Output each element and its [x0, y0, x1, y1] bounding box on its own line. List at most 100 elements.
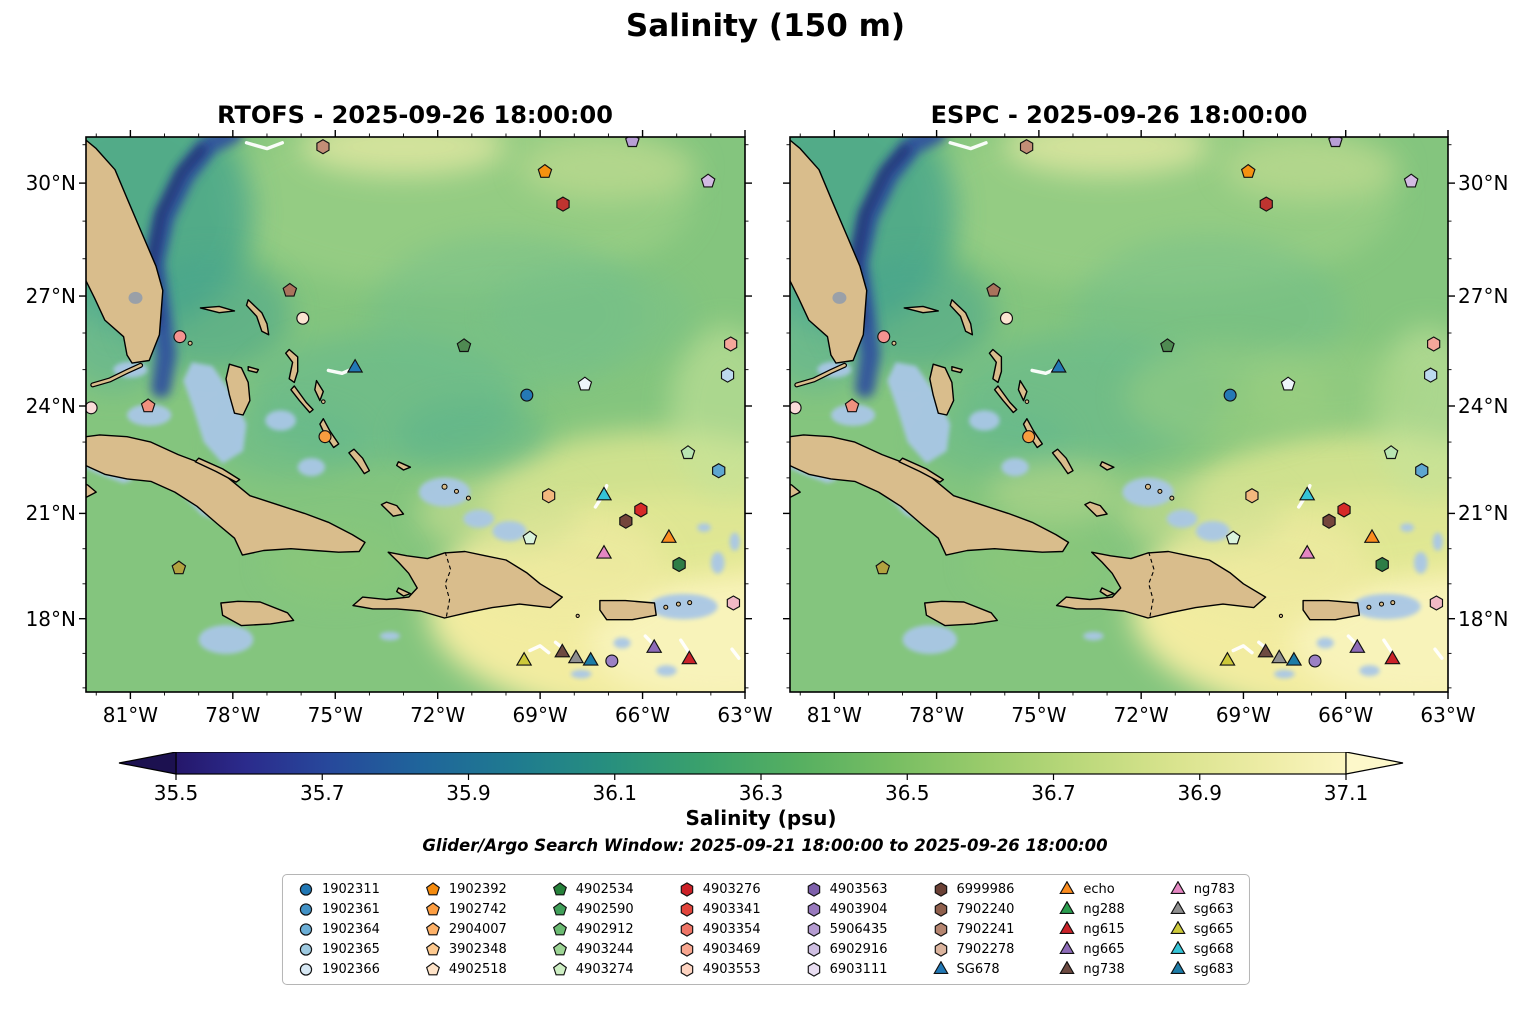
legend-entry: 6903111	[805, 959, 888, 979]
lon-tick-label: 75°W	[307, 703, 363, 727]
shallow-bank	[968, 410, 1000, 431]
shallow-bank	[1400, 523, 1414, 532]
shallow-bank	[379, 631, 401, 641]
shallow-bank	[570, 669, 592, 679]
obs-marker-pentagon	[986, 282, 1001, 297]
colorbar-tick-label: 36.1	[592, 781, 638, 805]
legend-column: 4903276 4903341 4903354 4903469 4903553	[678, 880, 761, 979]
obs-marker-triangle	[1257, 643, 1274, 658]
legend-entry-label: ng615	[1083, 921, 1125, 937]
triangle-marker-icon	[1170, 901, 1186, 915]
pentagon-marker-icon	[552, 961, 567, 975]
triangle-marker-icon	[1059, 920, 1076, 934]
triangle-marker-icon	[1059, 901, 1076, 915]
obs-marker-circle	[877, 330, 891, 344]
legend-entry: 4903354	[678, 920, 761, 940]
legend-entry: 1902361	[297, 900, 380, 920]
small-island	[453, 488, 459, 494]
legend-entry-label: sg683	[1193, 961, 1234, 977]
legend-entry-label: 7902241	[956, 921, 1015, 937]
lon-tick-label: 78°W	[205, 703, 261, 727]
obs-marker-triangle	[1059, 901, 1076, 915]
shallow-bank	[902, 625, 958, 655]
obs-marker-triangle	[1170, 920, 1186, 934]
land-grand-bahama	[903, 305, 939, 314]
legend-entry: 4902912	[551, 920, 634, 940]
legend-entry: 4903553	[678, 959, 761, 979]
glider-track	[1346, 634, 1358, 646]
hexagon-marker-icon	[680, 902, 693, 917]
legend-entry: 2904007	[424, 920, 507, 940]
axis-ticks	[783, 130, 1455, 699]
obs-marker-hexagon	[934, 922, 947, 937]
land-jamaica	[220, 600, 295, 627]
obs-marker-hexagon	[934, 942, 947, 957]
obs-marker-triangle	[582, 651, 599, 666]
legend-entry: 4903274	[551, 959, 634, 979]
legend-entry: sg665	[1169, 920, 1235, 940]
legend-entry: 6902916	[805, 939, 888, 959]
obs-marker-triangle	[1170, 960, 1186, 974]
pentagon-marker-icon	[425, 882, 440, 896]
colorbar-tick-label: 35.5	[153, 781, 199, 805]
hexagon-marker-icon	[680, 922, 693, 937]
shallow-bank	[198, 625, 254, 655]
lon-tick-label: 72°W	[410, 703, 466, 727]
search-window-subtitle: Glider/Argo Search Window: 2025-09-21 18…	[422, 836, 1108, 855]
legend-entry-label: 4903244	[575, 941, 634, 957]
pentagon-marker-icon	[425, 961, 440, 975]
obs-marker-circle	[299, 923, 313, 936]
legend-entry-label: 4903904	[829, 902, 888, 918]
salinity-blob	[215, 405, 366, 479]
lon-tick-label: 81°W	[806, 703, 862, 727]
small-island	[1157, 488, 1163, 494]
land-puerto-rico	[599, 599, 657, 621]
shallow-bank	[492, 520, 527, 542]
shallow-bank	[76, 133, 86, 296]
obs-marker-circle	[520, 388, 534, 402]
shallow-bank	[1359, 665, 1380, 677]
lat-tick-label: 21°N	[1458, 501, 1509, 526]
lon-tick-label: 66°W	[614, 703, 671, 727]
obs-marker-hexagon	[807, 942, 820, 957]
legend-entry-label: echo	[1083, 882, 1115, 898]
obs-marker-circle	[790, 401, 802, 415]
shallow-bank	[1083, 631, 1104, 641]
obs-marker-hexagon	[1322, 513, 1336, 529]
legend-column: 4903563 4903904 5906435 6902916 6903111	[805, 880, 888, 979]
obs-marker-pentagon	[552, 941, 567, 956]
obs-marker-triangle	[932, 960, 949, 974]
hexagon-marker-icon	[807, 942, 820, 957]
obs-marker-triangle	[1170, 881, 1186, 895]
legend-entry-label: 3902348	[448, 941, 507, 957]
circle-marker-icon	[299, 903, 313, 916]
obs-marker-circle	[1308, 654, 1322, 668]
shallow-bank	[1413, 551, 1428, 574]
pentagon-marker-icon	[552, 902, 567, 916]
obs-marker-pentagon	[577, 376, 593, 391]
legend-entry-label: 7902278	[956, 941, 1015, 957]
shallow-bank	[729, 532, 740, 551]
obs-marker-hexagon	[934, 902, 947, 917]
colorbar-over-arrow	[1345, 752, 1404, 775]
land-camaguey-cays	[898, 457, 945, 483]
circle-marker-icon	[299, 923, 313, 936]
obs-marker-triangle	[515, 651, 533, 666]
salinity-blob	[1243, 344, 1414, 432]
land-hispaniola	[352, 550, 563, 619]
legend-entry: ng288	[1058, 900, 1125, 920]
shallow-bank	[697, 523, 711, 532]
obs-marker-pentagon	[456, 338, 472, 353]
hexagon-marker-icon	[934, 922, 947, 937]
obs-marker-hexagon	[542, 488, 556, 504]
obs-marker-pentagon	[1328, 137, 1343, 148]
colorbar-gradient	[175, 752, 1347, 775]
lon-tick-label: 63°W	[1420, 703, 1476, 727]
lake-okeechobee	[832, 291, 847, 304]
obs-marker-pentagon	[625, 137, 640, 148]
legend-entry-label: ng665	[1083, 941, 1125, 957]
obs-marker-triangle	[346, 358, 364, 373]
shallow-bank	[265, 410, 296, 431]
land-cat-island	[314, 379, 324, 402]
legend-entry: 7902240	[932, 900, 1014, 920]
